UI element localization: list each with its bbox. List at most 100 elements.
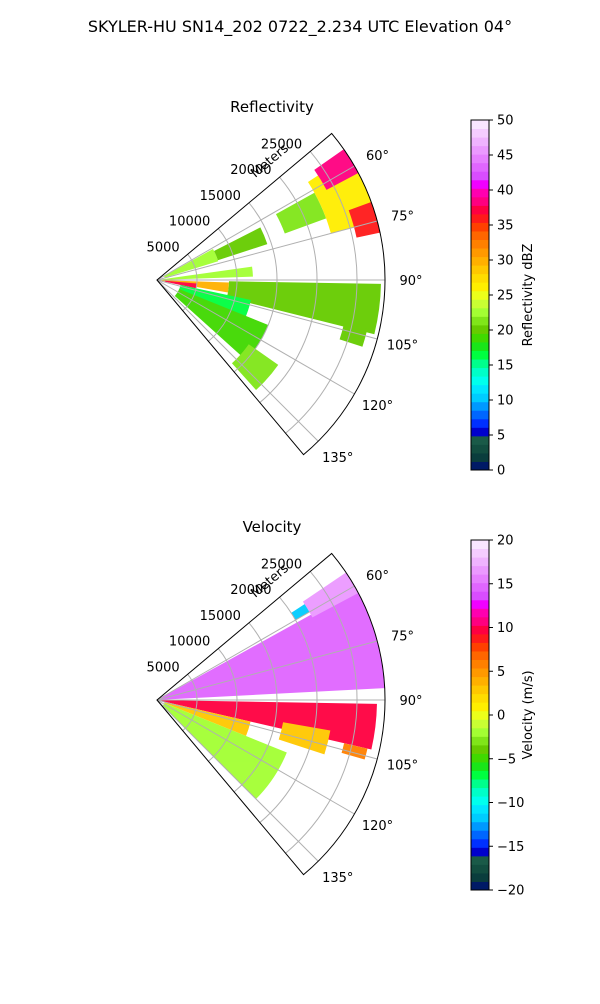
colorbar-swatch bbox=[471, 608, 489, 618]
colorbar-swatch bbox=[471, 145, 489, 155]
range-ring bbox=[233, 622, 278, 793]
azimuth-tick-label: 90° bbox=[399, 694, 422, 709]
colorbar-swatch bbox=[471, 367, 489, 377]
radial-tick-label: 25000 bbox=[261, 557, 302, 572]
colorbar-tick-label: 30 bbox=[497, 254, 514, 269]
echo-region-7 bbox=[341, 743, 368, 760]
colorbar-swatch bbox=[471, 435, 489, 445]
echo-region-2 bbox=[275, 192, 327, 234]
echo-region-0 bbox=[163, 248, 219, 278]
colorbar: 0 5 10 15 20 25 30 35 40 45 50 Reflectivity dBZ bbox=[470, 114, 536, 479]
colorbar-swatch bbox=[471, 847, 489, 857]
range-ring bbox=[285, 571, 358, 854]
azimuth-spoke bbox=[156, 279, 355, 395]
range-ring bbox=[259, 596, 318, 823]
colorbar-swatch bbox=[471, 616, 489, 626]
radial-tick-label: 15000 bbox=[200, 609, 241, 624]
colorbar-tick-label: 5 bbox=[497, 665, 505, 680]
colorbar-swatch bbox=[471, 213, 489, 223]
azimuth-tick-label: 135° bbox=[322, 871, 353, 886]
colorbar-swatch bbox=[471, 324, 489, 334]
colorbar-swatch bbox=[471, 427, 489, 437]
echo-region-8 bbox=[164, 280, 197, 289]
range-ring bbox=[285, 151, 358, 434]
colorbar-tick-label: 15 bbox=[497, 359, 514, 374]
colorbar-swatch bbox=[471, 290, 489, 300]
azimuth-tick-label: 120° bbox=[362, 819, 393, 834]
range-ring bbox=[208, 228, 238, 342]
colorbar-swatch bbox=[471, 171, 489, 181]
azimuth-spoke bbox=[156, 699, 319, 862]
radial-tick-label: 25000 bbox=[261, 137, 302, 152]
colorbar-swatch bbox=[471, 599, 489, 609]
colorbar-swatch bbox=[471, 727, 489, 737]
colorbar-swatch bbox=[471, 761, 489, 771]
sector-outline bbox=[156, 552, 386, 876]
colorbar-tick-label: −15 bbox=[497, 840, 524, 855]
azimuth-tick-label: 75° bbox=[391, 629, 414, 644]
echo-region-4 bbox=[314, 149, 359, 190]
chart-panel-reflectivity: Reflectivity 5000 10000 15000 20000 25000 60° 7… bbox=[147, 98, 536, 479]
colorbar-swatch bbox=[471, 350, 489, 360]
azimuth-tick-label: 120° bbox=[362, 399, 393, 414]
polar-grid bbox=[156, 571, 385, 862]
radial-tick-label: 15000 bbox=[200, 189, 241, 204]
colorbar-swatch bbox=[471, 196, 489, 206]
colorbar-swatch bbox=[471, 273, 489, 283]
colorbar-swatch bbox=[471, 744, 489, 754]
colorbar-swatch bbox=[471, 120, 489, 130]
colorbar-swatch bbox=[471, 557, 489, 567]
azimuth-tick-label: 105° bbox=[387, 339, 418, 354]
colorbar-swatch bbox=[471, 384, 489, 394]
panels: Reflectivity50001000015000200002500060°7… bbox=[147, 98, 536, 899]
colorbar-swatch bbox=[471, 574, 489, 584]
azimuth-tick-label: 105° bbox=[387, 759, 418, 774]
colorbar-swatch bbox=[471, 591, 489, 601]
echo-region-1 bbox=[302, 572, 359, 618]
azimuth-tick-label: 60° bbox=[366, 149, 389, 164]
colorbar-tick-label: −10 bbox=[497, 796, 524, 811]
colorbar-swatch bbox=[471, 855, 489, 865]
colorbar-swatch bbox=[471, 779, 489, 789]
colorbar-swatch bbox=[471, 710, 489, 720]
colorbar-tick-label: 45 bbox=[497, 149, 514, 164]
echo-layer bbox=[160, 572, 385, 799]
colorbar-swatch bbox=[471, 154, 489, 164]
azimuth-spoke bbox=[156, 165, 355, 281]
azimuth-spoke bbox=[156, 640, 378, 701]
colorbar-swatch bbox=[471, 401, 489, 411]
colorbar-swatch bbox=[471, 693, 489, 703]
panel-title: Velocity bbox=[243, 518, 302, 536]
colorbar-tick-label: 15 bbox=[497, 577, 514, 592]
range-ring bbox=[259, 176, 318, 403]
colorbar: −20 −15 −10 −5 0 5 10 15 20 Velocity (m/s) bbox=[470, 534, 536, 899]
colorbar-tick-label: −5 bbox=[497, 752, 516, 767]
colorbar-swatch bbox=[471, 418, 489, 428]
azimuth-spoke bbox=[156, 585, 355, 701]
colorbar-swatch bbox=[471, 452, 489, 462]
colorbar-tick-label: 25 bbox=[497, 289, 514, 304]
colorbar-label: Reflectivity dBZ bbox=[521, 244, 536, 347]
sector-outline bbox=[156, 132, 386, 456]
colorbar-swatch bbox=[471, 162, 489, 172]
echo-region-4 bbox=[164, 701, 251, 736]
colorbar-swatch bbox=[471, 282, 489, 292]
colorbar-swatch bbox=[471, 376, 489, 386]
colorbar-tick-label: 0 bbox=[497, 464, 505, 479]
echo-region-5 bbox=[348, 202, 381, 238]
echo-layer bbox=[157, 149, 381, 390]
colorbar-swatch bbox=[471, 770, 489, 780]
colorbar-swatch bbox=[471, 540, 489, 550]
azimuth-spoke bbox=[156, 220, 378, 281]
colorbar-swatch bbox=[471, 872, 489, 882]
azimuth-spoke bbox=[156, 279, 319, 442]
colorbar-swatch bbox=[471, 188, 489, 198]
radial-tick-label: 10000 bbox=[169, 215, 210, 230]
colorbar-swatch bbox=[471, 821, 489, 831]
radial-tick-label: 20000 bbox=[230, 583, 271, 598]
colorbar-swatch bbox=[471, 265, 489, 275]
colorbar-swatch bbox=[471, 676, 489, 686]
colorbar-swatch bbox=[471, 659, 489, 669]
